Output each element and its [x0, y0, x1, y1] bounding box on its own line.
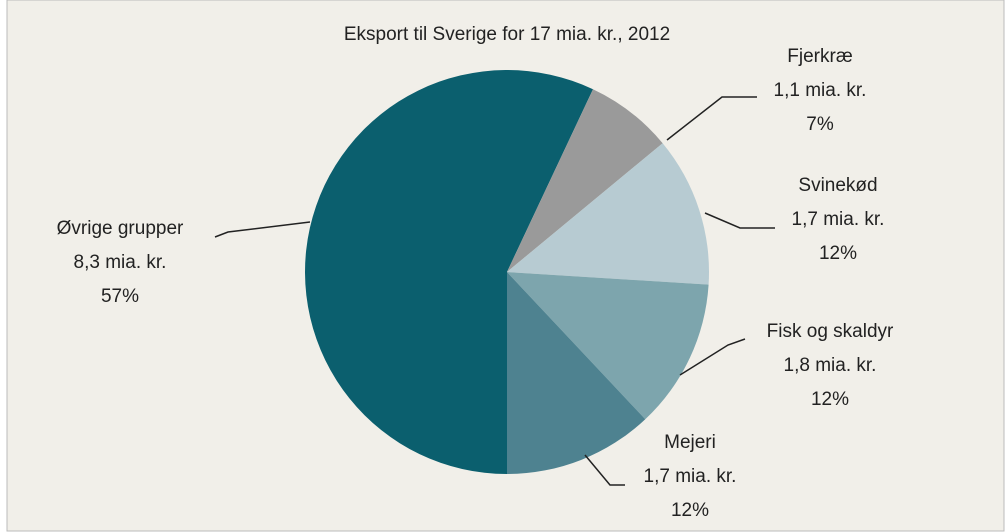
slice-amount: 1,7 mia. kr.: [792, 209, 885, 230]
slice-amount: 1,8 mia. kr.: [784, 355, 877, 376]
slice-label: Øvrige grupper: [57, 218, 184, 239]
slice-value-label: 7%: [806, 114, 834, 135]
slice-amount: 8,3 mia. kr.: [74, 252, 167, 273]
leader-line: [679, 338, 746, 376]
pie-slice: [507, 272, 709, 420]
pie-slice: [507, 143, 709, 285]
slice-label: Mejeri: [664, 432, 716, 453]
pie-slice: [507, 272, 646, 474]
slice-value-label: 12%: [811, 389, 849, 410]
leader-line: [704, 212, 775, 229]
slice-label: Fjerkræ: [787, 46, 853, 67]
slice-label: Fisk og skaldyr: [767, 321, 894, 342]
slice-amount: 1,7 mia. kr.: [644, 466, 737, 487]
slice-value-label: 12%: [671, 500, 709, 521]
slice-value-label: 57%: [101, 286, 139, 307]
leader-line: [214, 221, 311, 238]
leader-line: [666, 96, 757, 141]
leader-line: [584, 454, 625, 486]
slice-amount: 1,1 mia. kr.: [774, 80, 867, 101]
chart-title: Eksport til Sverige for 17 mia. kr., 201…: [344, 24, 670, 45]
pie-slice: [305, 70, 594, 475]
slice-label: Svinekød: [798, 175, 877, 196]
slice-value-label: 12%: [819, 243, 857, 264]
pie-slice: [507, 89, 663, 272]
